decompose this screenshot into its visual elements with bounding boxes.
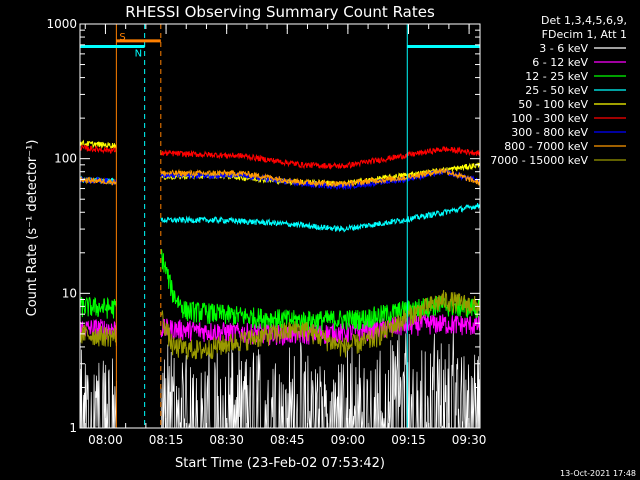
series-line-8 [79,167,480,188]
legend-entry-5: 50 - 100 keV [518,98,588,111]
legend-entry-9: 7000 - 15000 keV [490,154,588,167]
series-line-6 [79,144,480,170]
x-tick-label-1: 08:00 [88,433,123,447]
legend-entry-2: 6 - 12 keV [532,56,588,69]
y-tick-label-100: 100 [54,152,77,166]
x-tick-label-6: 09:15 [391,433,426,447]
footer-date: 13-Oct-2021 17:48 [560,469,636,478]
legend-entry-1: 3 - 6 keV [539,42,588,55]
flag-label-s: S [119,32,125,43]
x-tick-label-5: 09:00 [331,433,366,447]
chart-title: RHESSI Observing Summary Count Rates [125,3,435,21]
legend-entry-4: 25 - 50 keV [525,84,588,97]
series-line-3 [79,249,480,332]
chart-marks: SN [79,24,481,429]
legend-entry-3: 12 - 25 keV [525,70,588,83]
y-tick-label-1000: 1000 [46,17,77,31]
series-line-9 [79,289,480,360]
y-tick-label-1: 1 [69,421,77,435]
x-axis-label: Start Time (23-Feb-02 07:53:42) [175,456,385,471]
x-tick-label-4: 08:45 [270,433,305,447]
flag-label-n: N [135,49,142,60]
y-axis-label: Count Rate (s⁻¹ detector⁻¹) [25,140,40,317]
legend-entry-6: 100 - 300 keV [511,112,588,125]
x-tick-label-2: 08:15 [149,433,184,447]
plot-frame [79,23,481,429]
y-tick-label-10: 10 [62,286,77,300]
legend-entry-8: 800 - 7000 keV [504,140,588,153]
legend-header-line-1: Det 1,3,4,5,6,9, [541,14,627,27]
x-tick-label-3: 08:30 [209,433,244,447]
legend: Det 1,3,4,5,6,9, FDecim 1, Att 1 3 - 6 k… [490,14,627,167]
legend-header-line-2: FDecim 1, Att 1 [542,28,627,41]
axes: 1 10 100 1000 08:00 08:15 08:30 08:45 09:00 09:15… [46,17,486,447]
x-tick-label-7: 09:30 [452,433,487,447]
legend-entry-7: 300 - 800 keV [511,126,588,139]
